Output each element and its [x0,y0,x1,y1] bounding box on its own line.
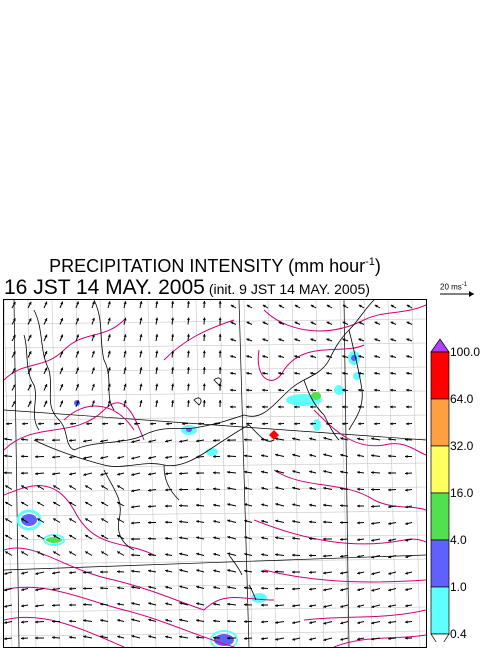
chart-title: PRECIPITATION INTENSITY (mm hour-1) [49,256,381,276]
colorbar-tick-label: 0.4 [450,627,467,641]
colorbar [430,338,450,649]
valid-time: 16 JST 14 MAY. 2005 [4,276,205,299]
precipitation-map [3,299,427,648]
isobar-contours [4,304,426,647]
colorbar-tick-label: 4.0 [450,533,467,547]
colorbar-tick-label: 1.0 [450,580,467,594]
chart-subtitle: 16 JST 14 MAY. 2005 (init. 9 JST 14 MAY. … [4,276,370,300]
colorbar-tick-label: 32.0 [450,439,474,453]
colorbar-tick-label: 16.0 [450,486,474,500]
wind-vectors [4,300,413,642]
init-time: (init. 9 JST 14 MAY. 2005) [208,281,370,297]
lat-lon-grid [4,300,426,647]
colorbar-tick-label: 64.0 [450,392,474,406]
location-marker [269,430,279,440]
wind-scale-label: 20 ms-1 [440,282,468,292]
coastline [23,300,375,601]
colorbar-tick-label: 100.0 [450,345,481,359]
wind-scale-arrow [440,291,474,297]
